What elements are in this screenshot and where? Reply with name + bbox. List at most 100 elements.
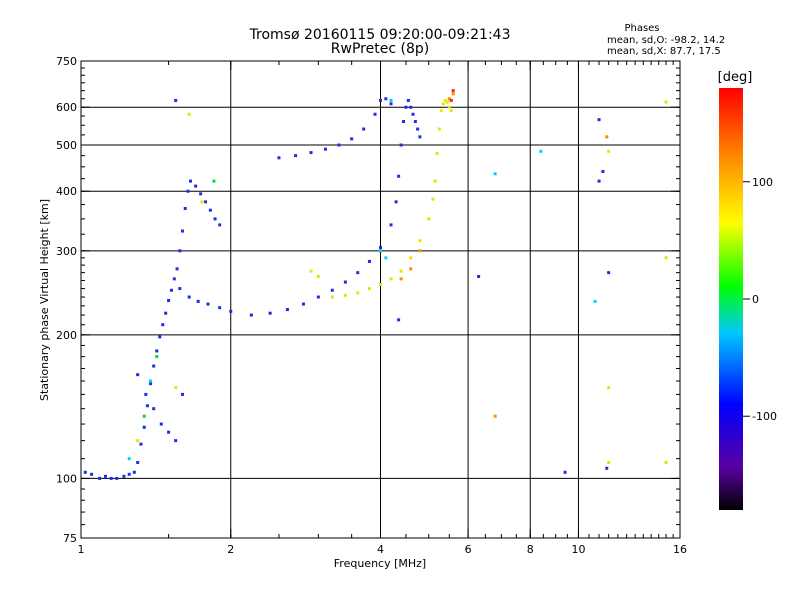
- data-point: [186, 189, 190, 193]
- data-point: [178, 287, 182, 291]
- data-point: [149, 382, 153, 386]
- y-axis-label: Stationary phase Virtual Height [km]: [38, 199, 51, 401]
- data-point: [418, 135, 422, 139]
- data-point: [477, 275, 481, 279]
- y-tick-label: 750: [56, 55, 77, 68]
- data-point: [399, 277, 403, 281]
- x-tick-label: 16: [673, 543, 687, 556]
- data-point: [136, 460, 140, 464]
- data-point: [413, 120, 417, 124]
- data-point: [563, 470, 567, 474]
- data-point: [449, 109, 453, 113]
- data-point: [418, 239, 422, 243]
- data-point: [181, 229, 185, 233]
- data-point: [493, 172, 497, 176]
- data-point: [178, 249, 182, 253]
- data-point: [212, 179, 216, 183]
- grid-lines: [81, 61, 680, 538]
- data-point: [142, 414, 146, 418]
- data-point: [213, 217, 217, 221]
- x-tick-label: 8: [527, 543, 534, 556]
- data-point: [664, 256, 668, 260]
- data-point: [127, 457, 131, 461]
- data-point: [607, 149, 611, 153]
- data-point: [316, 275, 320, 279]
- data-point: [103, 474, 107, 478]
- data-point: [439, 109, 443, 113]
- data-point: [379, 282, 382, 286]
- data-point: [433, 179, 437, 183]
- data-point: [379, 245, 382, 249]
- data-point: [343, 293, 347, 297]
- data-point: [98, 476, 102, 480]
- data-point: [597, 118, 601, 122]
- y-tick-label: 600: [56, 101, 77, 114]
- data-point: [249, 313, 253, 317]
- data-point: [409, 267, 413, 271]
- data-point: [447, 105, 451, 109]
- data-point: [607, 271, 611, 275]
- data-point: [605, 466, 609, 470]
- data-point: [127, 472, 131, 476]
- data-point: [158, 335, 162, 339]
- data-point: [155, 349, 159, 353]
- data-point: [142, 425, 146, 429]
- data-point: [309, 151, 313, 155]
- data-point: [132, 470, 136, 474]
- x-tick-label: 1: [78, 543, 85, 556]
- colorbar-tick-label: -100: [752, 410, 777, 423]
- y-tick-label: 300: [56, 245, 77, 258]
- data-point: [362, 127, 366, 131]
- data-point: [136, 439, 140, 443]
- data-point: [379, 249, 382, 253]
- data-point: [607, 460, 611, 464]
- data-point: [389, 102, 393, 106]
- data-point: [389, 277, 393, 281]
- x-tick-label: 4: [377, 543, 384, 556]
- data-point: [136, 373, 140, 377]
- data-point: [597, 179, 601, 183]
- data-point: [389, 98, 393, 102]
- data-point: [199, 192, 203, 196]
- data-point: [174, 386, 178, 390]
- data-point: [206, 302, 210, 306]
- data-point: [161, 323, 165, 327]
- data-point: [115, 476, 119, 480]
- data-point: [294, 154, 298, 158]
- data-point: [593, 299, 597, 303]
- data-point: [441, 102, 445, 106]
- data-point: [169, 288, 173, 292]
- data-point: [139, 442, 143, 446]
- data-point: [229, 309, 233, 313]
- data-point: [323, 147, 327, 151]
- data-point: [384, 97, 388, 101]
- data-point: [399, 143, 403, 147]
- data-point: [145, 404, 149, 408]
- y-tick-label: 200: [56, 329, 77, 342]
- data-point: [431, 197, 435, 201]
- axes: 1 2 4 6 8 10 16 75 100 200 300 400 500 600 750: [56, 55, 687, 556]
- data-point: [167, 299, 171, 303]
- colorbar-gradient: [719, 88, 743, 510]
- data-point: [367, 259, 371, 263]
- data-point: [109, 476, 113, 480]
- colorbar-label: [deg]: [718, 70, 753, 85]
- data-point: [443, 98, 447, 102]
- data-point: [90, 472, 94, 476]
- data-point: [605, 135, 609, 139]
- data-point: [447, 97, 451, 101]
- data-point: [301, 302, 305, 306]
- data-point: [437, 127, 441, 131]
- data-point: [330, 295, 334, 299]
- x-tick-label: 2: [227, 543, 234, 556]
- data-point: [373, 112, 377, 116]
- colorbar-ticks: 100 0 -100: [743, 176, 777, 423]
- data-point: [406, 98, 410, 102]
- data-point: [187, 112, 191, 116]
- data-point: [122, 474, 126, 478]
- data-point: [175, 267, 179, 271]
- x-axis-label: Frequency [MHz]: [334, 557, 426, 570]
- data-point: [285, 307, 289, 311]
- data-points: [83, 89, 668, 480]
